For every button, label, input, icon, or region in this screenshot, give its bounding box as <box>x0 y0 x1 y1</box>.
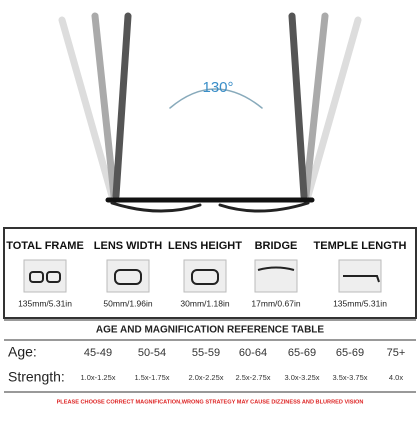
dimension-label: BRIDGE <box>255 240 298 252</box>
angle-label: 130° <box>202 79 233 96</box>
cell: 65-69 <box>288 347 316 359</box>
cell: 4.0x <box>389 373 403 382</box>
cell: 2.5x-2.75x <box>235 373 270 382</box>
cell: 60-64 <box>239 347 267 359</box>
cell: 3.5x-3.75x <box>332 373 367 382</box>
table-title: AGE AND MAGNIFICATION REFERENCE TABLE <box>96 325 324 336</box>
row-header: Strength: <box>8 369 65 385</box>
cell: 1.0x-1.25x <box>80 373 115 382</box>
cell: 75+ <box>387 347 406 359</box>
cell: 3.0x-3.25x <box>284 373 319 382</box>
cell: 2.0x-2.25x <box>188 373 223 382</box>
cell: 50-54 <box>138 347 166 359</box>
dimension-box <box>3 227 417 319</box>
dimension-value: 50mm/1.96in <box>103 298 152 308</box>
dimension-label: TOTAL FRAME <box>6 240 84 252</box>
dimension-label: LENS WIDTH <box>94 240 162 252</box>
glasses-illustration <box>58 12 362 213</box>
dimension-value: 17mm/0.67in <box>251 298 300 308</box>
cell: 45-49 <box>84 347 112 359</box>
dimension-label: TEMPLE LENGTH <box>314 240 407 252</box>
cell: 1.5x-1.75x <box>134 373 169 382</box>
dimension-label: LENS HEIGHT <box>168 240 242 252</box>
row-header: Age: <box>8 344 37 360</box>
cell: 55-59 <box>192 347 220 359</box>
warning: PLEASE CHOOSE CORRECT MAGNIFICATION,WRON… <box>57 399 364 405</box>
dimension-value: 135mm/5.31in <box>18 298 72 308</box>
dimension-value: 135mm/5.31in <box>333 298 387 308</box>
dimension-value: 30mm/1.18in <box>180 298 229 308</box>
cell: 65-69 <box>336 347 364 359</box>
dimension-icons <box>23 259 382 293</box>
